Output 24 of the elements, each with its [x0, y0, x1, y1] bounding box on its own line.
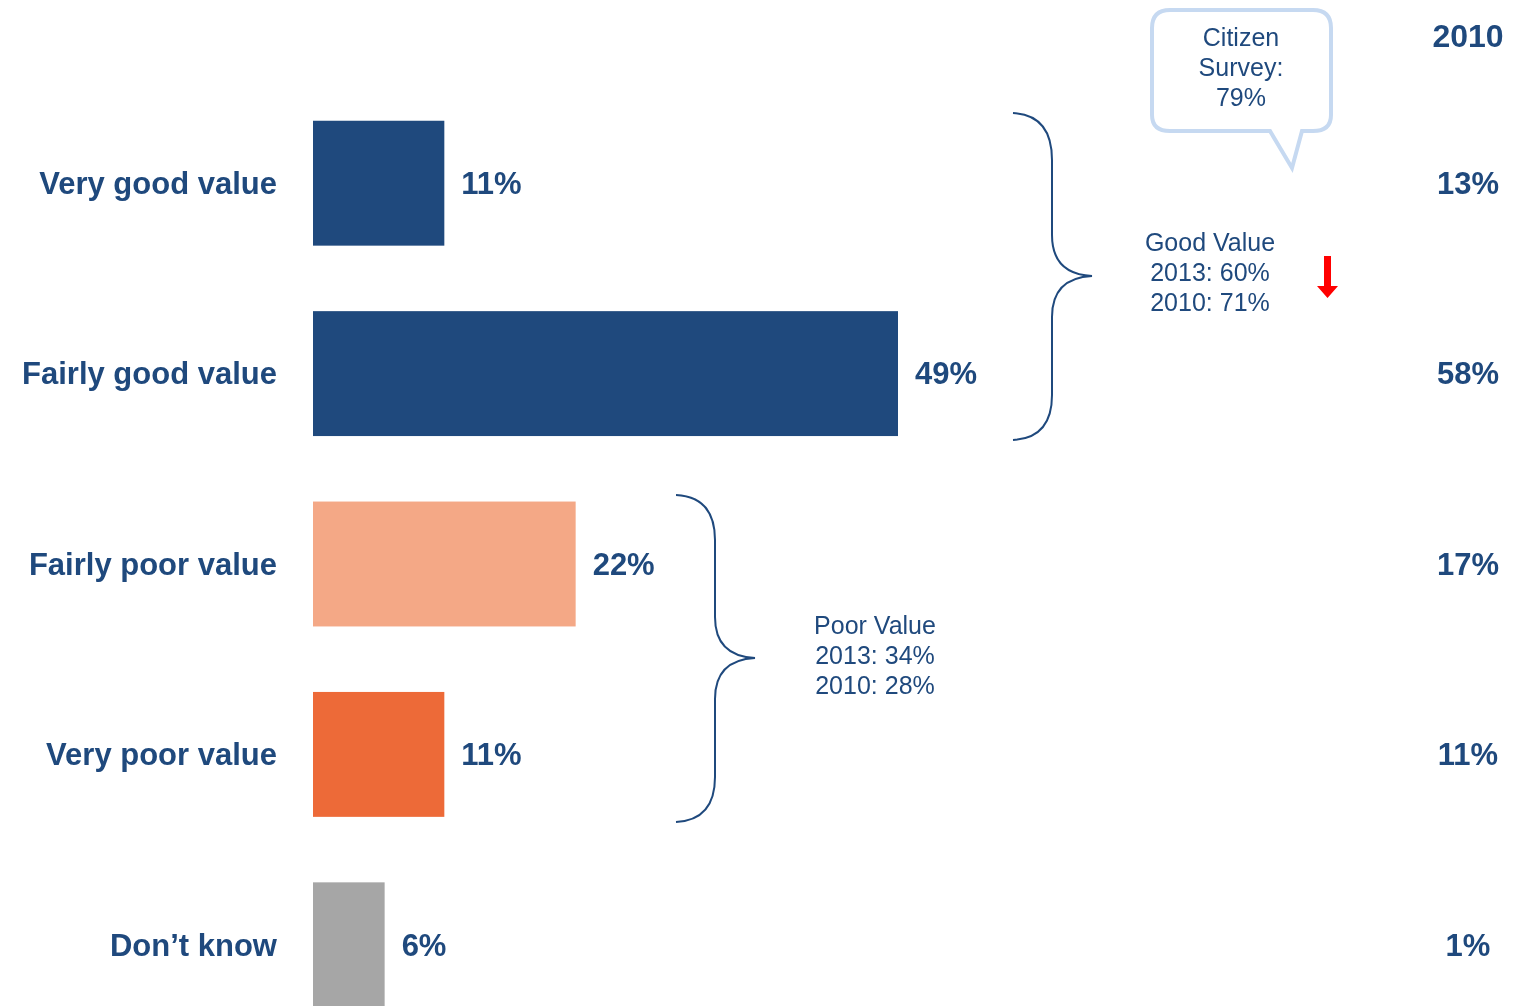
- text: 1%: [1445, 927, 1491, 963]
- bar: [313, 120, 445, 246]
- y-tick-label: Very good value: [39, 166, 277, 202]
- bar: [313, 882, 385, 1006]
- bar: [313, 501, 576, 627]
- bar: [313, 311, 898, 437]
- y-tick-label: Fairly good value: [22, 356, 277, 392]
- text: 13%: [1436, 166, 1500, 202]
- data-label: 6%: [401, 927, 447, 963]
- data-label: 49%: [915, 356, 978, 392]
- y-tick-label: Don’t know: [109, 927, 278, 963]
- text: Good Value 2013: 60% 2010: 71%: [1144, 228, 1276, 316]
- data-label: 11%: [461, 737, 522, 773]
- text: 2010: [1432, 18, 1504, 54]
- text: 58%: [1436, 356, 1500, 392]
- annotation: Poor Value 2013: 34% 2010: 28%: [814, 611, 936, 699]
- y-tick-label: Very poor value: [46, 737, 277, 773]
- data-label: 11%: [461, 166, 522, 202]
- text: 17%: [1436, 546, 1500, 582]
- bar: [313, 691, 445, 817]
- data-label: 22%: [592, 546, 655, 582]
- y-tick-label: Fairly poor value: [28, 546, 277, 582]
- text: 11%: [1437, 737, 1499, 773]
- text: Citizen Survey: 79%: [1198, 23, 1284, 111]
